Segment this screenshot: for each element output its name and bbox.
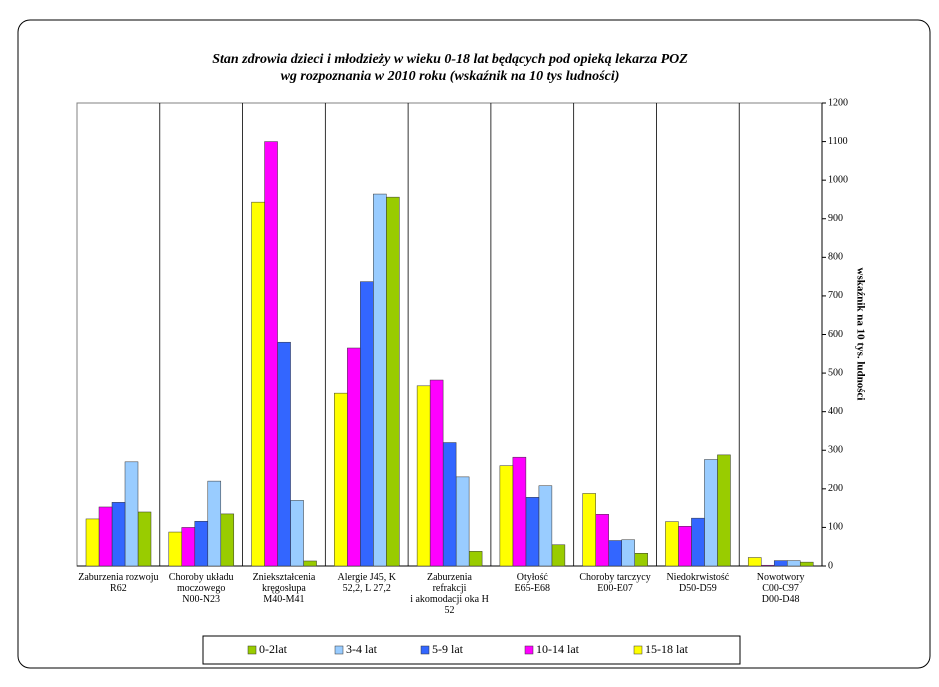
legend-swatch — [247, 645, 257, 655]
legend-label: 3-4 lat — [346, 642, 378, 656]
legend-swatch — [420, 645, 430, 655]
bar — [678, 526, 692, 567]
bar — [747, 557, 762, 567]
bar — [290, 500, 304, 567]
legend-swatch — [524, 645, 534, 655]
bar — [704, 459, 718, 567]
bar — [525, 497, 540, 567]
bar — [512, 456, 527, 567]
bar — [621, 539, 635, 567]
chart-title: Stan zdrowia dzieci i młodzieży w wieku … — [212, 52, 688, 67]
x-tick-label: Alergie J45, K 52,2, L 27,2 — [338, 572, 397, 594]
bar — [760, 564, 775, 567]
bar — [98, 506, 113, 567]
x-tick-label: Choroby tarczycy E00-E07 — [579, 572, 650, 594]
bar — [181, 527, 196, 567]
bar — [194, 520, 209, 567]
x-tick-label: Zaburzenia refrakcji i akomodacji oka H 52 — [410, 572, 489, 616]
y-tick-label: 100 — [828, 522, 843, 533]
bar — [773, 560, 788, 567]
y-tick-label: 900 — [828, 213, 843, 224]
bar — [455, 476, 470, 567]
bar — [85, 518, 100, 567]
bar — [582, 493, 596, 567]
bar — [168, 531, 183, 567]
chart-frame — [17, 19, 931, 669]
legend-label: 5-9 lat — [432, 642, 464, 656]
legend-label: 0-2lat — [259, 642, 288, 656]
bar — [691, 517, 705, 567]
bar — [442, 442, 457, 567]
legend-label: 10-14 lat — [536, 642, 580, 656]
y-tick-label: 200 — [828, 483, 843, 494]
y-tick-label: 400 — [828, 406, 843, 417]
bar — [665, 521, 679, 567]
y-tick-label: 600 — [828, 329, 843, 340]
bar — [111, 502, 126, 567]
bar — [799, 561, 814, 567]
bar — [634, 553, 648, 567]
bar — [303, 560, 317, 567]
legend-box — [202, 635, 741, 665]
bar — [137, 511, 152, 567]
x-tick-label: Zaburzenia rozwoju R62 — [78, 572, 158, 594]
bar — [264, 141, 278, 567]
bar — [538, 485, 553, 567]
bar — [386, 196, 400, 567]
bar — [551, 544, 566, 567]
bar — [468, 551, 483, 567]
bar — [220, 513, 235, 567]
bar — [124, 461, 139, 567]
x-tick-label: Niedokrwistość D50-D59 — [666, 572, 729, 594]
y-tick-label: 1000 — [828, 174, 848, 185]
legend-label: 15-18 lat — [645, 642, 689, 656]
y-tick-label: 800 — [828, 252, 843, 263]
y-tick-label: 700 — [828, 290, 843, 301]
bar — [595, 514, 609, 567]
bar — [251, 201, 265, 567]
bar — [429, 379, 444, 567]
bar — [277, 341, 291, 567]
bar — [207, 480, 222, 567]
y-tick-label: 300 — [828, 445, 843, 456]
y-axis-label: wskaźnik na 10 tys. ludności — [854, 268, 866, 401]
legend-swatch — [334, 645, 344, 655]
bar — [786, 560, 801, 567]
bar — [499, 465, 514, 567]
y-tick-label: 500 — [828, 367, 843, 378]
x-tick-label: Choroby układu moczowego N00-N23 — [169, 572, 234, 605]
bar — [373, 193, 387, 567]
x-tick-label: Nowotwory C00-C97 D00-D48 — [757, 572, 805, 605]
y-tick-label: 1200 — [828, 97, 848, 108]
bar — [334, 392, 348, 567]
y-tick-label: 1100 — [828, 136, 848, 147]
chart-title: wg rozpoznania w 2010 roku (wskaźnik na … — [281, 69, 620, 84]
bar — [717, 454, 731, 567]
y-tick-label: 0 — [828, 560, 833, 571]
bar — [360, 281, 374, 567]
bar — [347, 347, 361, 567]
bar — [608, 540, 622, 567]
legend-swatch — [633, 645, 643, 655]
x-tick-label: Otyłość E65-E68 — [515, 572, 551, 594]
bar — [416, 385, 431, 567]
x-tick-label: Zniekształcenia kręgosłupa M40-M41 — [253, 572, 316, 605]
